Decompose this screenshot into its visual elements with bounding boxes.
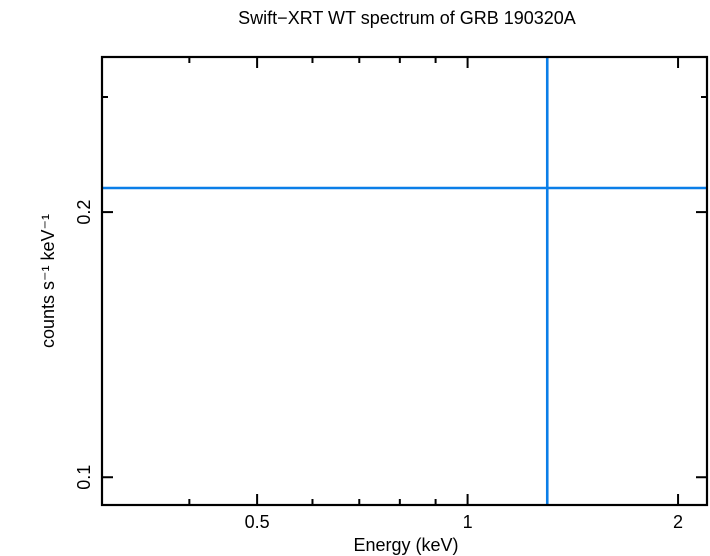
y-axis-label: counts s⁻¹ keV⁻¹ xyxy=(38,214,58,348)
chart-title: Swift−XRT WT spectrum of GRB 190320A xyxy=(238,8,576,28)
x-tick-label: 0.5 xyxy=(245,512,270,532)
plot-area xyxy=(102,57,707,505)
axis-ticks: 0.5 1 2 0.1 0.2 xyxy=(74,57,707,532)
x-tick-label: 2 xyxy=(673,512,683,532)
x-tick-label: 1 xyxy=(463,512,473,532)
x-axis-label: Energy (keV) xyxy=(353,535,458,555)
y-tick-label: 0.2 xyxy=(74,200,94,225)
plot-frame xyxy=(100,55,709,507)
y-tick-label: 0.1 xyxy=(74,465,94,490)
